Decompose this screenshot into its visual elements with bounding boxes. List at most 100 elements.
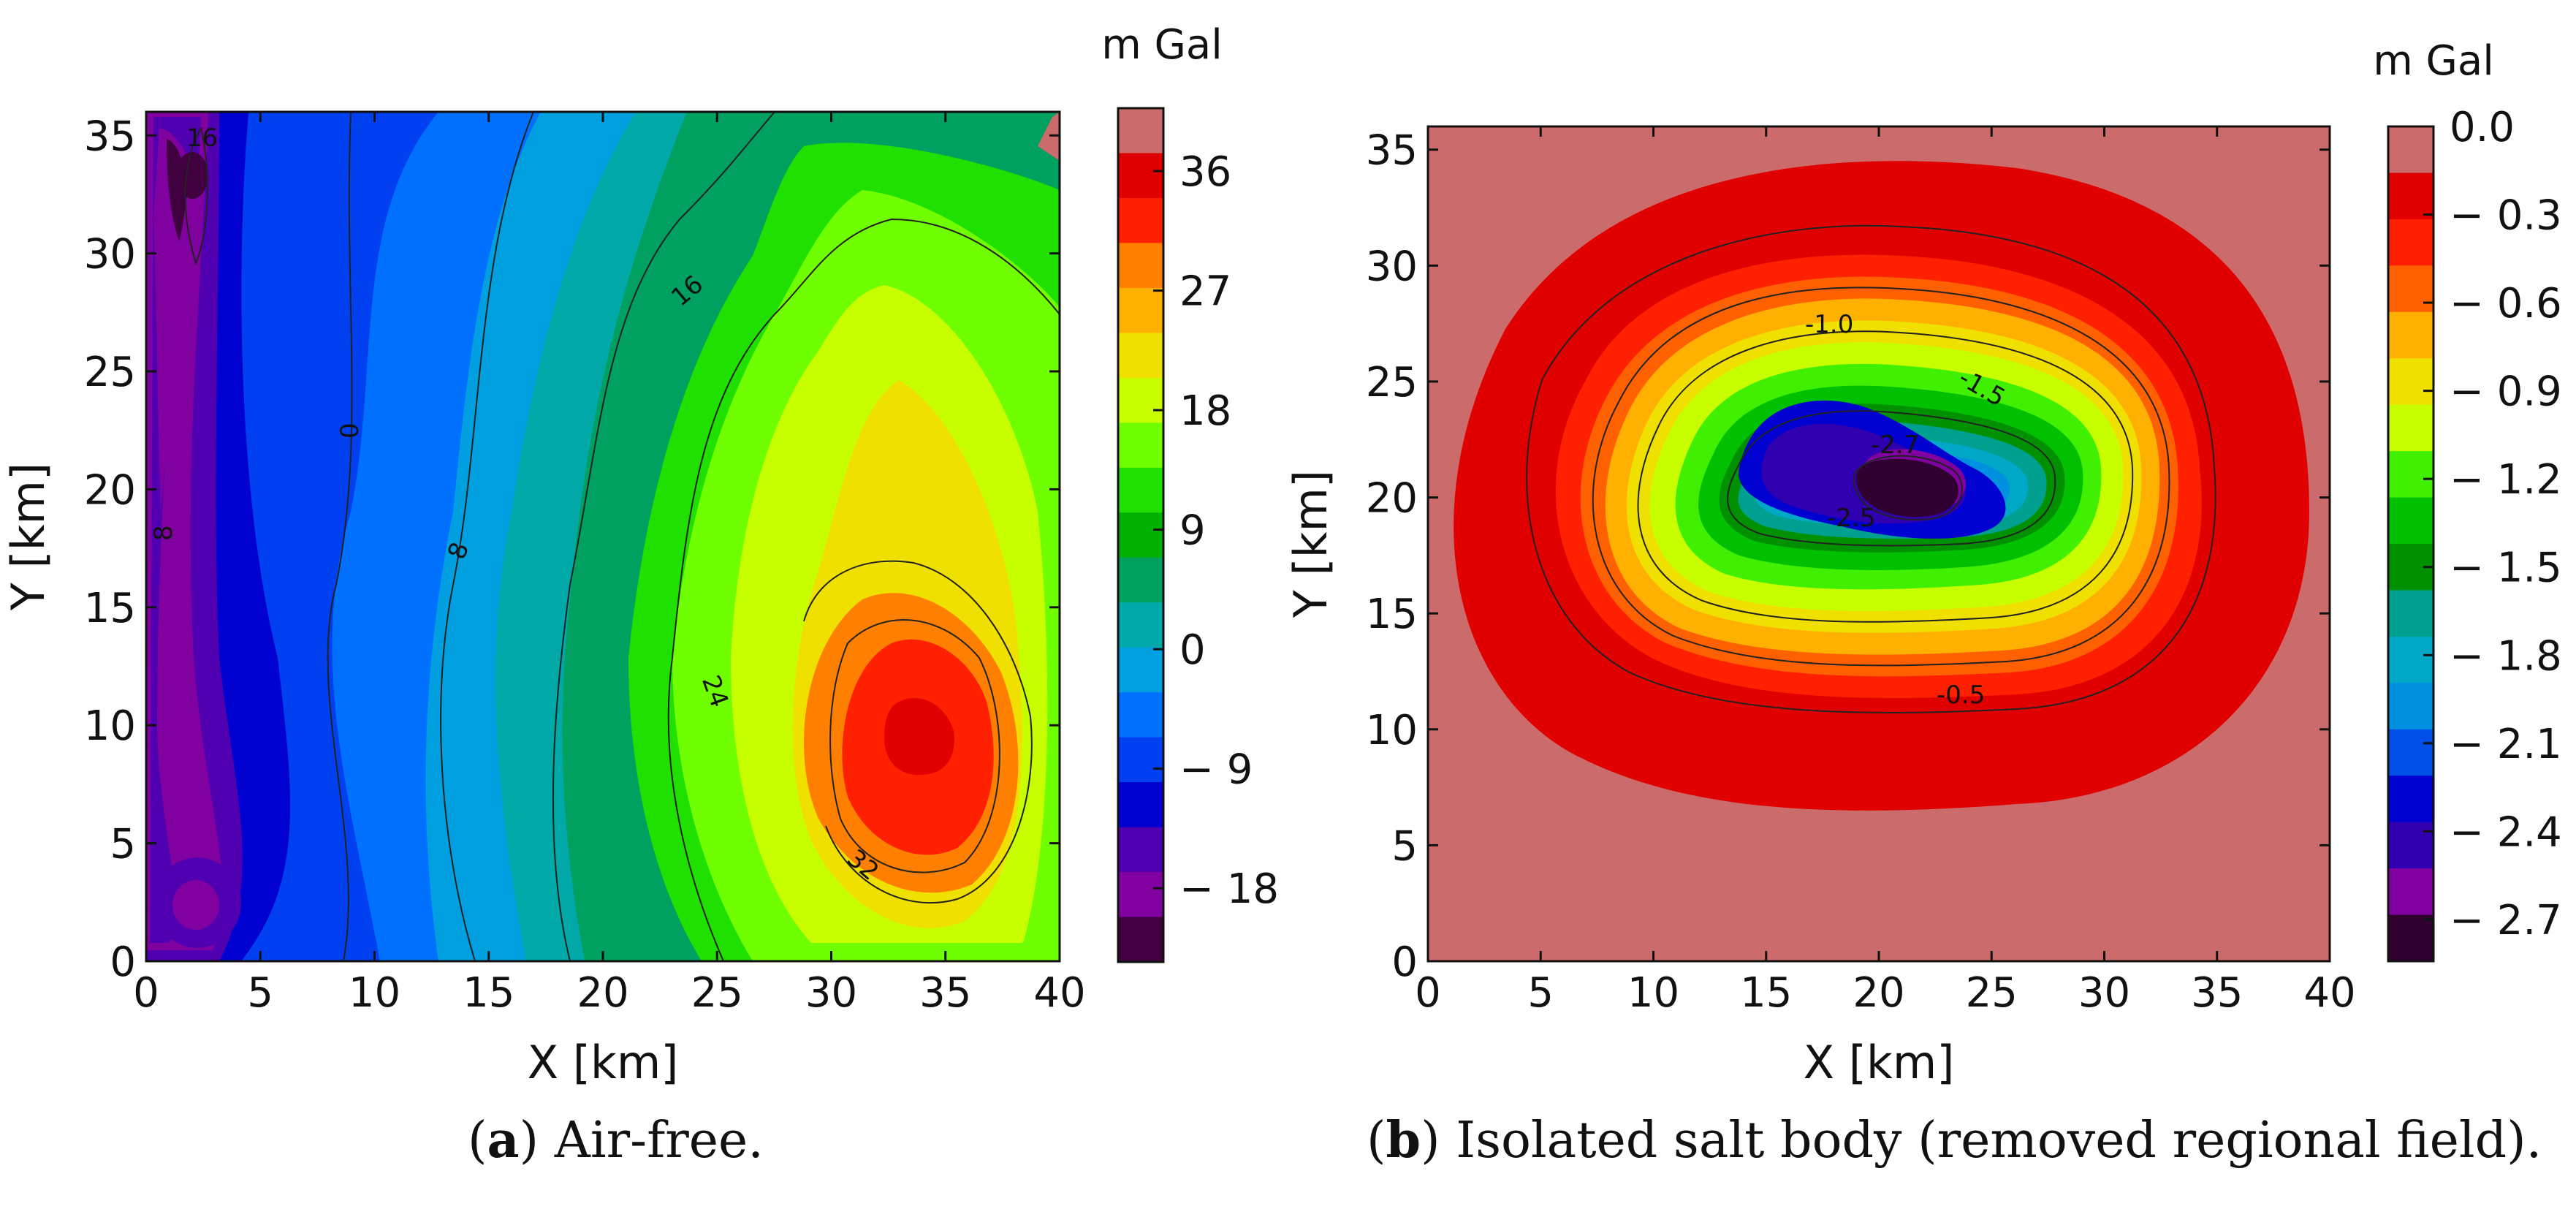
colorbar-swatch (1118, 557, 1163, 603)
panel-a-contour-lines (184, 112, 1060, 961)
colorbar-unit-a: m Gal (1101, 21, 1223, 69)
caption-a-text: Air-free. (539, 1112, 764, 1170)
panel-b-contour-lines (1526, 224, 2216, 713)
colorbar-tick-label: 18 (1179, 387, 1231, 435)
x-tick-label: 30 (2078, 969, 2130, 1017)
contour-line (1592, 287, 2170, 667)
colorbar-swatch (1118, 333, 1163, 379)
colorbar-frame (2387, 125, 2435, 963)
colorbar-tick-label: 9 (1179, 507, 1206, 555)
caption-b-label: b (1386, 1111, 1421, 1170)
colorbar-tick-label: − 0.6 (2450, 280, 2562, 327)
band-a-6 (176, 152, 208, 199)
y-tick-label: 0 (1391, 939, 1418, 986)
x-tick-label: 30 (805, 969, 857, 1017)
band-a-8 (172, 880, 219, 930)
contour-line (184, 127, 208, 265)
colorbar-swatch (2388, 173, 2433, 220)
colorbar-tick-label: − 2.7 (2450, 897, 2562, 944)
colorbar-swatch (2388, 590, 2433, 637)
x-tick-label: 10 (349, 969, 400, 1017)
x-tick-label: 10 (1627, 969, 1679, 1017)
y-tick-label: 25 (1366, 359, 1418, 406)
colorbar-swatch (2388, 451, 2433, 499)
band-a-19 (884, 697, 954, 776)
contour-line (1637, 330, 2134, 623)
colorbar-tick-label: − 1.5 (2450, 545, 2562, 592)
contour-label-b-0: -1.0 (1805, 310, 1853, 339)
colorbar-swatch (2388, 404, 2433, 452)
y-tick-label: 0 (110, 939, 136, 986)
colorbar-tick-label: 0.0 (2450, 104, 2515, 151)
y-axis-label-a: Y [km] (1, 463, 55, 611)
colorbar-tick-label: − 0.3 (2450, 192, 2562, 240)
colorbar-swatch (1118, 692, 1163, 738)
contour-line (1853, 455, 1963, 520)
panel-b: -1.0 -1.5 -2.7 -2.5 -0.5 0 5 10 15 20 25 30 35 4… (1284, 37, 2562, 1089)
colorbar-swatch (1118, 197, 1163, 243)
x-tick-label: 15 (463, 969, 514, 1017)
contour-line (327, 112, 353, 961)
y-tick-label: 10 (1366, 707, 1418, 754)
colorbar-swatch (1118, 377, 1163, 423)
y-tick-label: 10 (84, 702, 136, 750)
colorbar-swatch (2388, 126, 2433, 173)
contour-line (1526, 224, 2216, 713)
colorbar-swatch (1118, 647, 1163, 693)
contour-label-a-0: 16 (186, 124, 218, 153)
y-tick-label: 15 (84, 585, 136, 632)
caption-a-label: a (487, 1111, 520, 1170)
colorbar-frame (1117, 107, 1165, 963)
colorbar-swatch (2388, 868, 2433, 916)
colorbar-tick-label: − 1.8 (2450, 632, 2562, 680)
colorbar-swatch (2388, 729, 2433, 776)
panel-a-contour-fills (146, 112, 1060, 961)
colorbar-swatch (2388, 636, 2433, 683)
contour-label-b-4: -0.5 (1937, 681, 1985, 710)
colorbar-unit-b: m Gal (2373, 37, 2494, 85)
y-tick-label: 20 (1366, 475, 1418, 523)
colorbar-swatch (2388, 497, 2433, 545)
band-b-17 (1856, 458, 1958, 518)
x-tick-label: 5 (247, 969, 273, 1017)
colorbar-swatch (1118, 737, 1163, 783)
y-tick-label: 5 (1391, 822, 1418, 870)
y-tick-label: 30 (1366, 243, 1418, 290)
x-tick-label: 25 (1966, 969, 2018, 1017)
x-axis-label-b: X [km] (1804, 1036, 1955, 1089)
contour-line (803, 560, 1033, 904)
x-axis-label-a: X [km] (528, 1036, 679, 1089)
colorbar-swatch (1118, 602, 1163, 648)
x-tick-label: 35 (919, 969, 971, 1017)
colorbar-a: 36 27 18 9 0 − 9 − 18 (1117, 107, 1279, 963)
colorbar-tick-label: 0 (1179, 626, 1206, 674)
contour-line (667, 218, 1060, 961)
panel-a-ticks: 0 5 10 15 20 25 30 35 40 0 5 10 15 20 25 30 35 (84, 112, 1086, 1017)
y-tick-label: 35 (84, 113, 136, 160)
colorbar-tick-label: − 9 (1179, 746, 1253, 794)
band-a-20 (1038, 112, 1060, 161)
colorbar-swatch (1118, 467, 1163, 513)
colorbar-swatch (1118, 512, 1163, 558)
colorbar-swatch (1118, 287, 1163, 333)
colorbar-swatch (2388, 776, 2433, 823)
y-tick-label: 15 (1366, 591, 1418, 638)
contour-line (552, 112, 775, 961)
colorbar-swatch (1118, 782, 1163, 828)
x-tick-label: 40 (1033, 969, 1085, 1017)
colorbar-tick-label: − 2.1 (2450, 721, 2562, 768)
colorbar-swatch (2388, 265, 2433, 313)
x-tick-label: 5 (1527, 969, 1554, 1017)
colorbar-swatch (2388, 914, 2433, 962)
colorbar-tick-label: − 2.4 (2450, 808, 2562, 856)
colorbar-swatch (2388, 358, 2433, 406)
y-tick-label: 5 (110, 821, 136, 868)
caption-b-text: Isolated salt body (removed regional fie… (1440, 1112, 2542, 1170)
colorbar-swatch (1118, 422, 1163, 469)
x-tick-label: 25 (691, 969, 743, 1017)
contour-label-a-2: 0 (335, 422, 365, 439)
colorbar-swatch (1118, 153, 1163, 199)
contour-label-b-2: -2.7 (1871, 431, 1919, 460)
x-tick-label: 20 (1853, 969, 1904, 1017)
y-tick-label: 25 (84, 349, 136, 396)
